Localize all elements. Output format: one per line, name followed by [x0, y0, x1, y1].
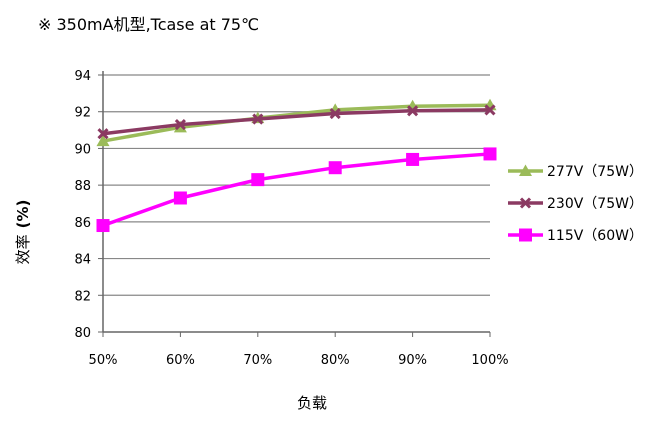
data-point-1 — [407, 105, 419, 117]
y-tick-label: 86 — [74, 216, 91, 231]
legend-marker — [519, 164, 532, 176]
x-tick-label: 70% — [243, 353, 272, 368]
data-point-2 — [483, 147, 497, 161]
data-point-1 — [174, 119, 186, 131]
y-axis-title-text: 效率 (%) — [14, 200, 32, 265]
chart-title: ※ 350mA机型,Tcase at 75℃ — [38, 15, 259, 34]
x-tick-label: 50% — [89, 353, 118, 368]
data-point-2 — [406, 152, 420, 166]
data-point-2 — [328, 161, 342, 175]
data-point-2 — [96, 219, 110, 233]
y-axis-title-unit: (%) — [14, 200, 32, 229]
legend-marker — [519, 197, 532, 209]
legend-marker — [519, 228, 532, 242]
y-tick-label: 92 — [74, 106, 91, 121]
series-lines — [96, 98, 497, 233]
data-point-1 — [484, 104, 496, 116]
series-line-1 — [102, 108, 491, 136]
data-point-1 — [252, 113, 264, 125]
y-tick-label: 94 — [74, 69, 91, 84]
x-axis-title: 负载 — [297, 394, 327, 412]
data-point-2 — [173, 191, 187, 205]
grid — [103, 74, 490, 296]
x-tick-label: 90% — [398, 353, 427, 368]
series-line-0 — [102, 103, 491, 143]
legend: 277V（75W） 230V（75W） 115V（60W） — [508, 164, 643, 244]
series-line-2 — [102, 152, 491, 228]
x-tick-label: 60% — [166, 353, 195, 368]
data-point-1 — [97, 128, 109, 140]
y-tick-label: 88 — [74, 179, 91, 194]
axes: 80 82 84 86 88 90 92 94 50% 60% 70% 80% 90% 100% — [74, 69, 508, 368]
y-axis-title-cjk: 效率 — [14, 234, 32, 264]
legend-label: 230V（75W） — [547, 196, 643, 212]
y-tick-label: 80 — [74, 326, 91, 341]
y-tick-label: 82 — [74, 289, 91, 304]
x-tick-label: 80% — [321, 353, 350, 368]
legend-label: 277V（75W） — [547, 164, 643, 180]
y-tick-label: 84 — [74, 253, 91, 268]
y-axis-title: 效率 (%) — [14, 200, 32, 265]
data-point-1 — [329, 107, 341, 120]
legend-label: 115V（60W） — [547, 228, 643, 244]
x-tick-label: 100% — [471, 353, 508, 368]
data-point-0 — [96, 134, 110, 147]
data-point-2 — [251, 173, 265, 187]
y-tick-label: 90 — [74, 142, 91, 157]
